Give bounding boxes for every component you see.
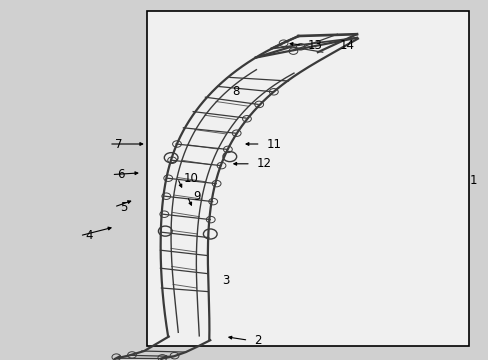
Text: 5: 5 xyxy=(120,201,127,213)
Bar xyxy=(146,11,468,346)
Text: 6: 6 xyxy=(117,168,124,181)
Text: 7: 7 xyxy=(115,138,122,150)
Text: 8: 8 xyxy=(232,85,239,98)
Text: 3: 3 xyxy=(222,274,229,287)
Text: 14: 14 xyxy=(339,39,354,51)
Text: 2: 2 xyxy=(254,334,261,347)
Text: 10: 10 xyxy=(183,172,198,185)
Text: 11: 11 xyxy=(266,138,281,150)
Text: 9: 9 xyxy=(193,190,200,203)
Text: 12: 12 xyxy=(256,157,271,170)
Text: 1: 1 xyxy=(468,174,476,186)
Text: 4: 4 xyxy=(85,229,93,242)
Text: 13: 13 xyxy=(307,39,322,51)
